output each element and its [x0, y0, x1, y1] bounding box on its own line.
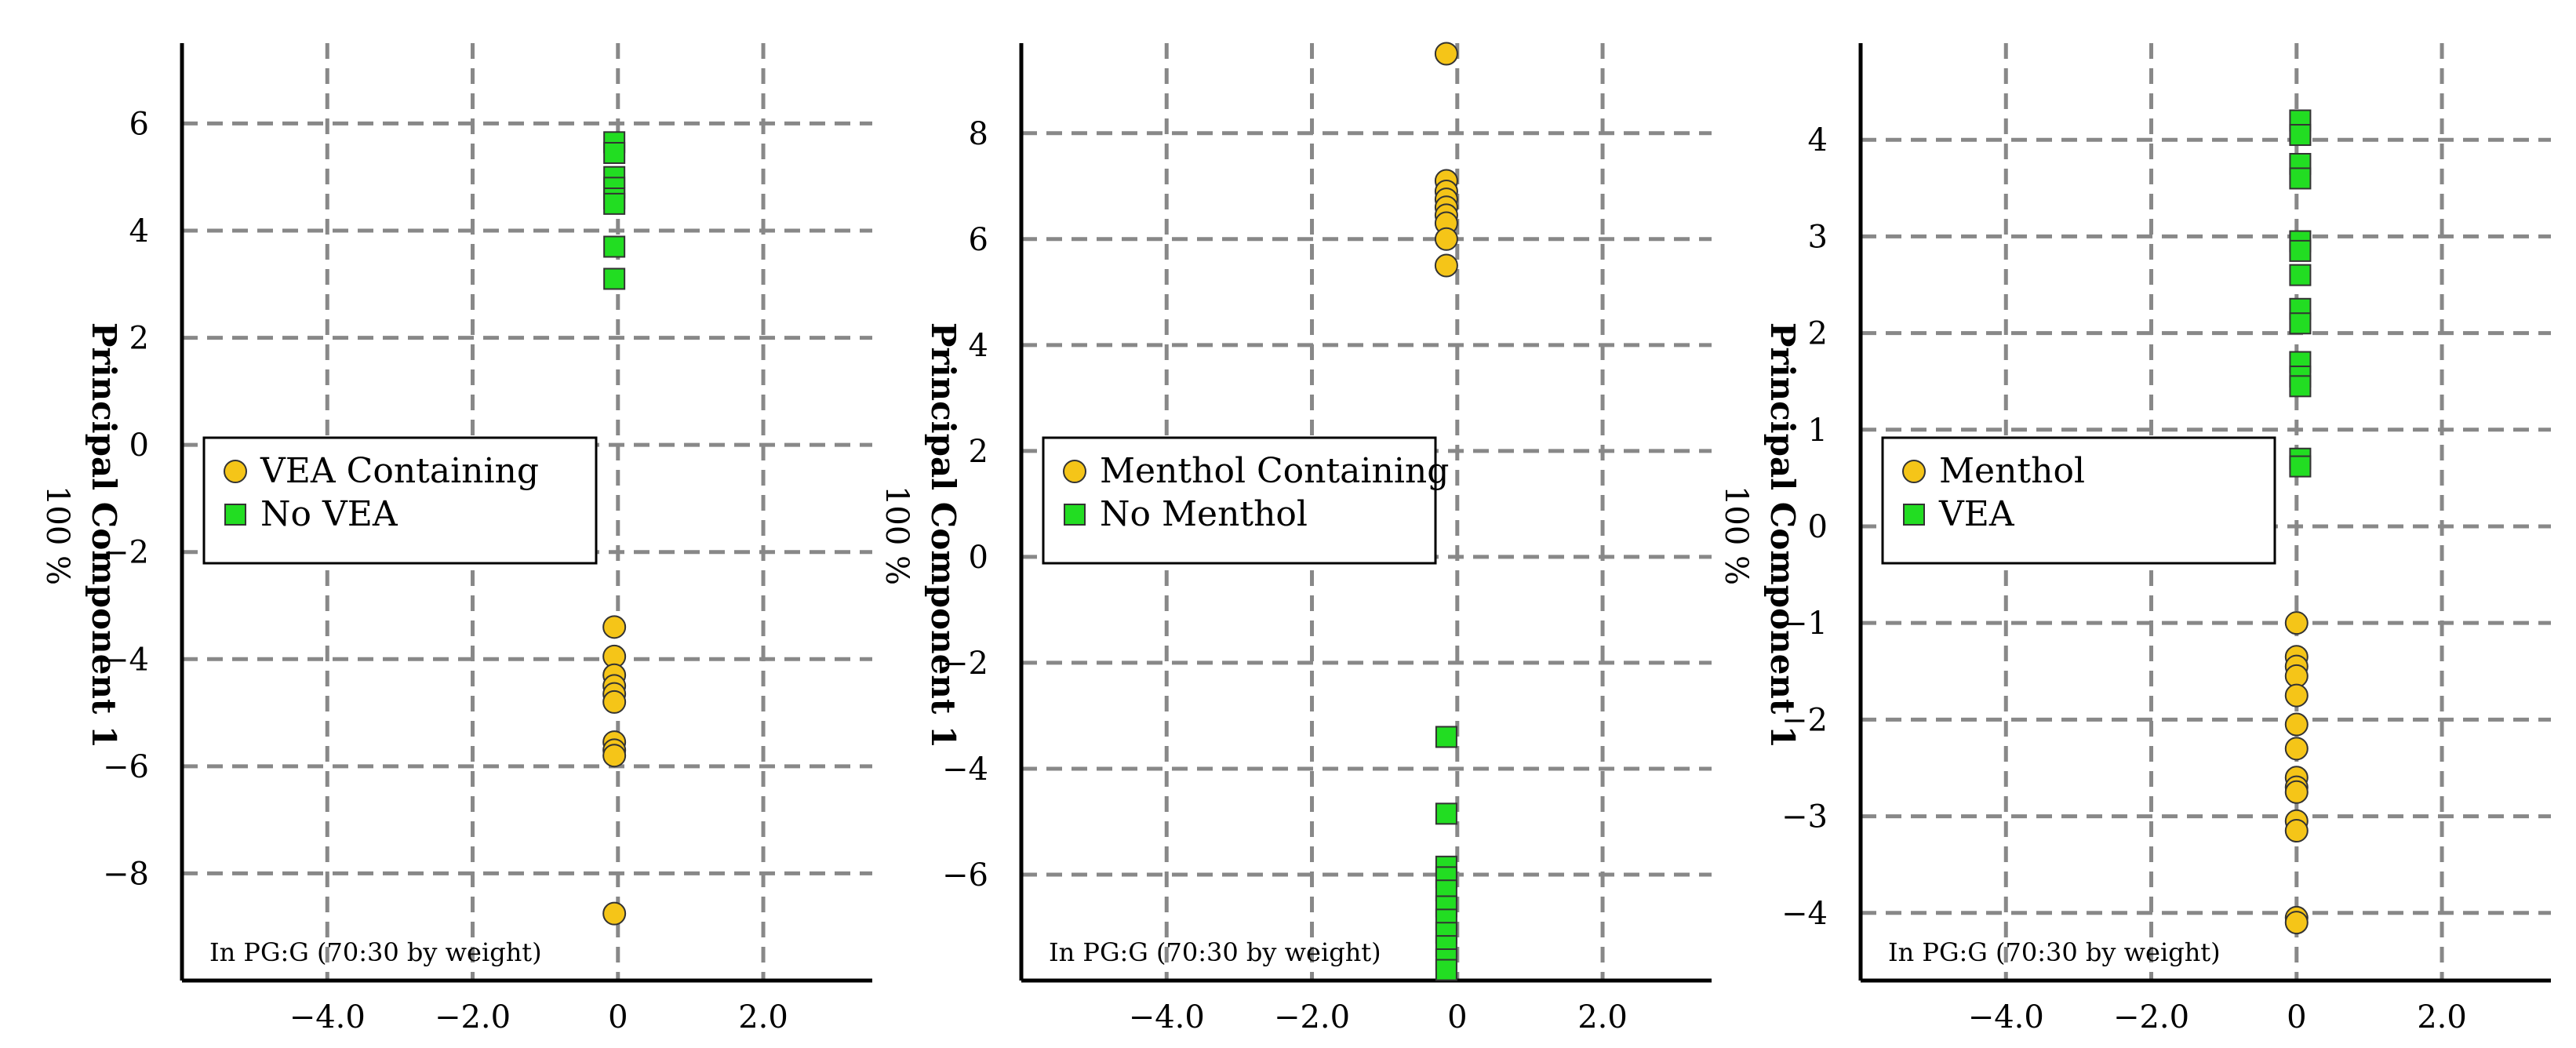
x-tick-label: 0: [2287, 999, 2306, 1035]
y-tick-label: 4: [1808, 122, 1828, 158]
x-tick-label: −4.0: [289, 999, 366, 1035]
data-point-2: [2289, 239, 2312, 262]
x-tick-label: −4.0: [1129, 999, 1205, 1035]
panel-note: In PG:G (70:30 by weight): [1049, 937, 1381, 967]
y-tick-label: −3: [1781, 799, 1828, 835]
legend-marker-1: [1902, 460, 1926, 483]
panel-note: In PG:G (70:30 by weight): [209, 937, 542, 967]
legend-label-2: No VEA: [260, 494, 398, 534]
legend-label-2: No Menthol: [1100, 494, 1308, 534]
y-tick-label: −6: [103, 749, 149, 785]
y-tick-label: 2: [969, 434, 988, 470]
y-tick-label: 6: [969, 222, 988, 258]
x-tick-label: 0: [608, 999, 628, 1035]
y-tick-label: 1: [1808, 413, 1828, 449]
y-tick-label: 3: [1808, 219, 1828, 255]
x-tick-label: 2.0: [1577, 999, 1628, 1035]
legend-label-1: Menthol: [1939, 451, 2085, 491]
data-point-1: [602, 901, 627, 926]
data-point-1: [2284, 819, 2309, 843]
x-tick-label: −4.0: [1968, 999, 2044, 1035]
data-point-1: [2284, 712, 2309, 737]
legend-label-1: VEA Containing: [260, 451, 539, 491]
chart-panel-3: −4 −3 −2 −1 0 1 2 3 4 −4.0 −2.0 0 2.0 Principal Compo…: [1718, 43, 2551, 1035]
data-point-2: [2289, 167, 2312, 190]
data-point-2: [2289, 375, 2312, 398]
y-tick-label: −4: [942, 751, 988, 788]
y-tick-label: 2: [1808, 316, 1828, 352]
y-axis-unit: 100 %: [879, 486, 915, 585]
y-tick-label: 4: [129, 213, 149, 249]
data-point-2: [603, 192, 626, 215]
data-point-1: [1434, 42, 1458, 66]
legend-marker-1: [1063, 460, 1086, 483]
x-tick-label: −2.0: [435, 999, 511, 1035]
data-point-2: [603, 141, 626, 164]
data-point-2: [603, 235, 626, 258]
data-point-1: [2284, 683, 2309, 708]
legend-box: [1881, 436, 2276, 565]
y-tick-label: 2: [129, 321, 149, 357]
legend-marker-2: [224, 504, 246, 526]
y-tick-label: −2: [1781, 702, 1828, 738]
legend-marker-1: [224, 460, 247, 483]
data-point-2: [603, 267, 626, 290]
x-tick-label: 0: [1447, 999, 1467, 1035]
y-tick-label: −4: [1781, 896, 1828, 932]
y-tick-label: −4: [103, 642, 149, 678]
x-tick-label: −2.0: [1274, 999, 1350, 1035]
y-tick-label: 4: [969, 328, 988, 364]
y-tick-label: −8: [103, 856, 149, 892]
data-point-2: [2289, 124, 2312, 147]
y-tick-label: 8: [969, 116, 988, 152]
y-tick-label: 6: [129, 106, 149, 142]
data-point-1: [602, 744, 627, 768]
x-tick-label: 2.0: [2417, 999, 2467, 1035]
data-point-2: [1435, 726, 1457, 748]
data-point-2: [1435, 802, 1457, 825]
data-point-1: [602, 690, 627, 714]
y-axis-unit: 100 %: [39, 486, 75, 585]
data-point-1: [2284, 737, 2309, 761]
y-axis-title: Principal Component 1: [1763, 322, 1802, 748]
legend-label-2: VEA: [1938, 494, 2015, 534]
y-tick-label: 0: [1808, 509, 1828, 545]
legend-box: [1042, 436, 1437, 565]
chart-panel-2: −6 −4 −2 0 2 4 6 8 −4.0 −2.0 0 2.0 Principal Compone…: [879, 42, 1712, 1035]
data-point-1: [2284, 780, 2309, 804]
chart-panel-1: −8 −6 −4 −2 0 2 4 6 −4.0 −2.0 0 2.0 Principal Compon…: [39, 43, 872, 1035]
legend-box: [202, 436, 598, 565]
data-point-1: [602, 615, 627, 639]
data-point-2: [2289, 312, 2312, 335]
y-tick-label: −1: [1781, 606, 1828, 642]
legend-marker-2: [1903, 504, 1925, 526]
data-point-1: [1434, 227, 1458, 251]
data-point-2: [2289, 264, 2312, 286]
y-tick-label: 0: [969, 540, 988, 576]
y-tick-label: 0: [129, 428, 149, 464]
y-axis-unit: 100 %: [1718, 486, 1754, 585]
y-axis-title: Principal Component 1: [924, 322, 962, 748]
y-axis-title: Principal Component 1: [85, 322, 123, 748]
y-tick-label: −6: [942, 857, 988, 893]
x-tick-label: 2.0: [738, 999, 788, 1035]
data-point-2: [2289, 455, 2312, 478]
legend-label-1: Menthol Containing: [1100, 451, 1449, 491]
data-point-2: [1435, 959, 1457, 981]
x-tick-label: −2.0: [2113, 999, 2189, 1035]
data-point-1: [2284, 911, 2309, 935]
y-tick-label: −2: [103, 535, 149, 571]
legend-marker-2: [1064, 504, 1086, 526]
panel-note: In PG:G (70:30 by weight): [1888, 937, 2221, 967]
data-point-1: [1434, 253, 1458, 278]
y-tick-label: −2: [942, 646, 988, 682]
data-point-1: [2284, 611, 2309, 635]
